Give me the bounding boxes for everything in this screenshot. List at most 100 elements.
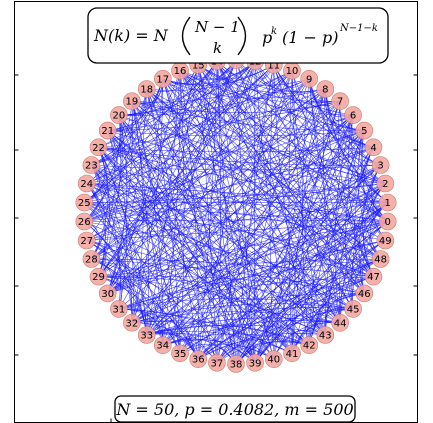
graph-node — [89, 267, 108, 286]
graph-edge — [198, 64, 310, 86]
graph-node-label: 33 — [140, 331, 153, 342]
graph-edge — [98, 88, 326, 148]
graph-node-label: 17 — [156, 74, 169, 85]
graph-edge — [91, 78, 164, 166]
graph-edge — [235, 240, 386, 365]
graph-edge — [146, 88, 181, 354]
graph-edge — [118, 298, 354, 310]
graph-edge — [146, 88, 386, 241]
graph-edge — [107, 130, 326, 336]
graph-edge — [308, 78, 365, 131]
graph-node-label: 21 — [101, 126, 114, 137]
graph-edge — [146, 78, 310, 336]
q-base: (1 − p) — [282, 28, 338, 47]
graph-edge — [98, 221, 388, 277]
graph-node — [364, 267, 383, 286]
binom-bottom: k — [213, 39, 222, 57]
graph-edge — [131, 293, 365, 324]
graph-edge — [98, 147, 374, 153]
graph-node — [344, 300, 362, 318]
graph-node — [82, 250, 101, 268]
graph-node-label: 24 — [80, 179, 93, 190]
graph-edge — [363, 147, 386, 241]
graph-edge — [118, 308, 181, 354]
graph-edge — [86, 183, 374, 277]
graph-edge — [118, 114, 237, 365]
graph-node-label: 0 — [385, 217, 391, 228]
graph-edge — [308, 78, 354, 309]
graph-node — [171, 344, 189, 363]
graph-edge — [98, 147, 381, 166]
graph-edge — [273, 64, 374, 148]
graph-edge — [179, 101, 341, 354]
graph-edge — [198, 64, 374, 148]
graph-edge — [179, 70, 293, 354]
graph-edge — [345, 130, 365, 309]
graph-edge — [118, 258, 381, 310]
graph-node-label: 8 — [322, 85, 328, 96]
graph-edge — [84, 64, 274, 222]
graph-edge — [86, 130, 365, 241]
graph-edge — [107, 64, 199, 294]
graph-edge — [162, 130, 365, 346]
graph-edge — [84, 88, 326, 222]
graph-edge — [197, 183, 386, 360]
graph-edge — [146, 130, 365, 336]
graph-node-label: 3 — [377, 161, 383, 172]
graph-edge — [216, 61, 237, 365]
graph-edge — [98, 147, 386, 184]
graph-edge — [91, 61, 256, 166]
graph-edge — [118, 59, 237, 116]
graph-node — [264, 350, 283, 369]
formula-box: N(k) = N N − 1 k p k (1 − p) N−1−k — [87, 7, 389, 64]
graph-node-label: 30 — [101, 289, 114, 300]
graph-node — [355, 121, 374, 140]
graph-edge — [131, 100, 386, 184]
graph-edge — [84, 202, 388, 222]
graph-edge — [84, 61, 218, 203]
graph-edge — [98, 70, 293, 277]
graph-edge — [86, 240, 341, 324]
graph-edge — [288, 70, 293, 354]
graph-edge — [91, 164, 381, 171]
graph-edge — [216, 60, 374, 148]
graph-node — [344, 106, 362, 124]
graph-node — [82, 156, 101, 174]
graph-edge — [235, 64, 275, 365]
graph-edge — [118, 240, 386, 310]
binom-right-paren — [237, 16, 247, 56]
graph-edge — [91, 164, 256, 363]
graph-edge — [98, 78, 164, 148]
binom-left-paren — [181, 16, 191, 56]
graph-node-label: 47 — [367, 272, 380, 283]
graph-node-label: 35 — [174, 349, 187, 360]
graph-edge — [197, 64, 365, 294]
graph-edge — [84, 202, 381, 260]
graph-edge — [254, 61, 365, 131]
graph-edge — [91, 258, 374, 277]
axis-ticks — [14, 74, 418, 423]
params-box: N = 50, p = 0.4082, m = 500 — [114, 395, 356, 423]
graph-edge — [179, 64, 274, 80]
graph-edge — [131, 101, 341, 323]
graph-edge — [235, 59, 326, 92]
graph-node — [189, 350, 207, 369]
graph-edge — [254, 61, 374, 277]
graph-edge — [197, 61, 218, 360]
graph-node — [75, 193, 94, 212]
graph-edge — [179, 70, 381, 260]
graph-edge — [131, 320, 310, 346]
graph-node — [378, 212, 397, 231]
graph-edge — [347, 115, 374, 277]
graph-node — [123, 313, 141, 332]
graph-node — [123, 92, 141, 110]
graph-edge — [362, 164, 381, 277]
graph-node-label: 25 — [78, 198, 91, 209]
graph-edge — [162, 202, 388, 346]
graph-edge — [146, 88, 381, 260]
graph-edge — [131, 100, 341, 114]
graph-edge — [291, 276, 374, 354]
graph-node — [331, 92, 349, 110]
q-exponent: N−1−k — [339, 23, 378, 34]
graph-edge — [198, 333, 326, 360]
